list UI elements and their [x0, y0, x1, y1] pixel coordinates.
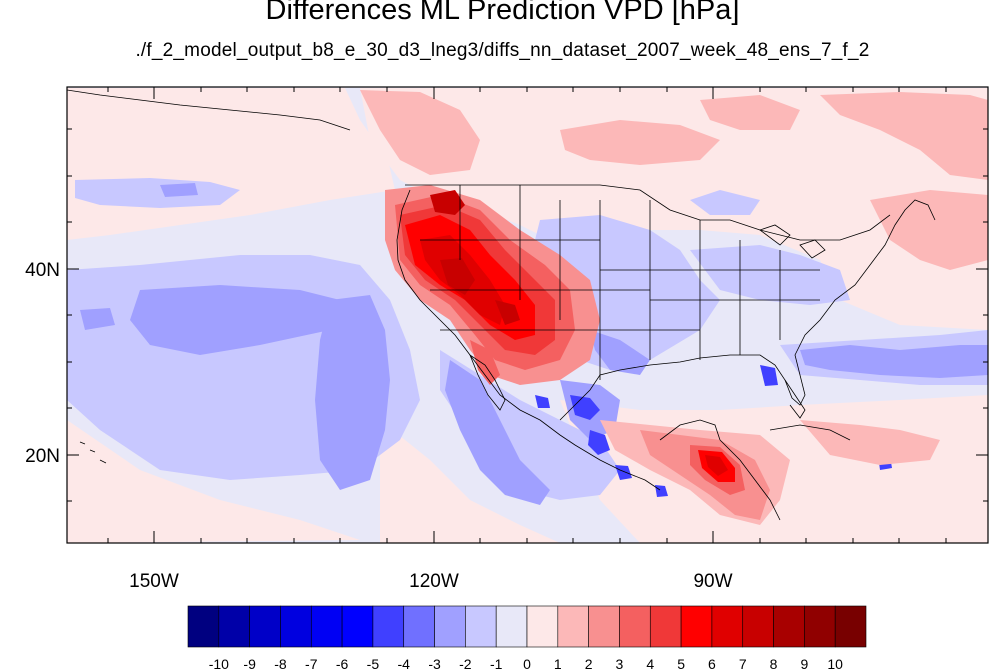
- colorbar-label: -8: [274, 656, 287, 672]
- colorbar-swatch: [495, 605, 528, 648]
- positive-central-america: [640, 430, 770, 520]
- colorbar-swatch: [341, 605, 374, 648]
- map-title: Differences ML Prediction VPD [hPa]: [265, 0, 740, 26]
- colorbar-swatch: [187, 605, 220, 648]
- positive-west-plume: [385, 185, 600, 385]
- colorbar-label: -9: [243, 656, 256, 672]
- colorbar-swatch: [588, 605, 620, 648]
- colorbar-label: 2: [585, 656, 593, 672]
- colorbar-label: 9: [800, 656, 808, 672]
- map-subtitle: ./f_2_model_output_b8_e_30_d3_lneg3/diff…: [135, 40, 870, 61]
- coastlines-and-borders: [67, 89, 936, 521]
- colorbar-label: -2: [459, 656, 472, 672]
- colorbar-swatch: [403, 605, 435, 648]
- lon-tick-120w: 120W: [409, 571, 459, 592]
- colorbar-swatch: [526, 605, 559, 648]
- colorbar-label: -3: [428, 656, 441, 672]
- lat-tick-40n: 40N: [25, 260, 60, 281]
- lon-tick-150w: 150W: [129, 571, 179, 592]
- colorbar-swatch: [249, 605, 281, 648]
- colorbar-label: 1: [554, 656, 562, 672]
- colorbar-swatch: [619, 605, 651, 648]
- colorbar-swatch: [434, 605, 466, 648]
- colorbar-label: -5: [367, 656, 380, 672]
- colorbar-label: 4: [646, 656, 654, 672]
- colorbar-swatch: [465, 605, 497, 648]
- vpd-difference-field: [67, 87, 988, 543]
- colorbar-swatch: [649, 605, 682, 648]
- colorbar-label: -4: [398, 656, 411, 672]
- axis-ticks: [67, 87, 988, 543]
- colorbar-swatch: [372, 605, 405, 648]
- colorbar-swatch: [773, 605, 805, 648]
- colorbar-label: 10: [827, 656, 843, 672]
- colorbar-label: -1: [490, 656, 503, 672]
- colorbar-label: -7: [305, 656, 318, 672]
- colorbar-label: 6: [708, 656, 716, 672]
- colorbar-label: -6: [336, 656, 349, 672]
- colorbar-label: 3: [616, 656, 624, 672]
- colorbar-swatch: [711, 605, 744, 648]
- colorbar-swatch: [218, 605, 250, 648]
- colorbar-swatch: [680, 605, 713, 648]
- colorbar-label: 8: [770, 656, 778, 672]
- colorbar-label: 0: [523, 656, 531, 672]
- lat-tick-20n: 20N: [25, 446, 60, 467]
- colorbar-swatch: [804, 605, 836, 648]
- colorbar-label: -10: [209, 656, 229, 672]
- colorbar-swatch: [742, 605, 774, 648]
- colorbar-swatch: [834, 605, 867, 648]
- lon-tick-90w: 90W: [693, 571, 732, 592]
- colorbar-label: 7: [739, 656, 747, 672]
- colorbar-swatch: [557, 605, 589, 648]
- colorbar-swatch: [310, 605, 343, 648]
- colorbar: -10 -9 -8 -7 -6 -5 -4 -3 -2 -1 0 1 2 3 4 5 6 7 8 9 10: [187, 605, 867, 672]
- colorbar-swatch: [280, 605, 312, 648]
- colorbar-label: 5: [677, 656, 685, 672]
